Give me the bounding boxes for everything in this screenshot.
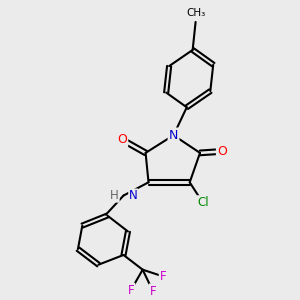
Text: F: F — [128, 284, 134, 297]
Text: O: O — [217, 145, 227, 158]
Text: F: F — [150, 285, 156, 298]
Text: N: N — [169, 129, 178, 142]
Text: O: O — [117, 133, 127, 146]
Text: H: H — [110, 189, 119, 202]
Text: N: N — [129, 189, 138, 202]
Text: Cl: Cl — [197, 196, 209, 209]
Text: F: F — [160, 270, 166, 283]
Text: CH₃: CH₃ — [186, 8, 205, 19]
